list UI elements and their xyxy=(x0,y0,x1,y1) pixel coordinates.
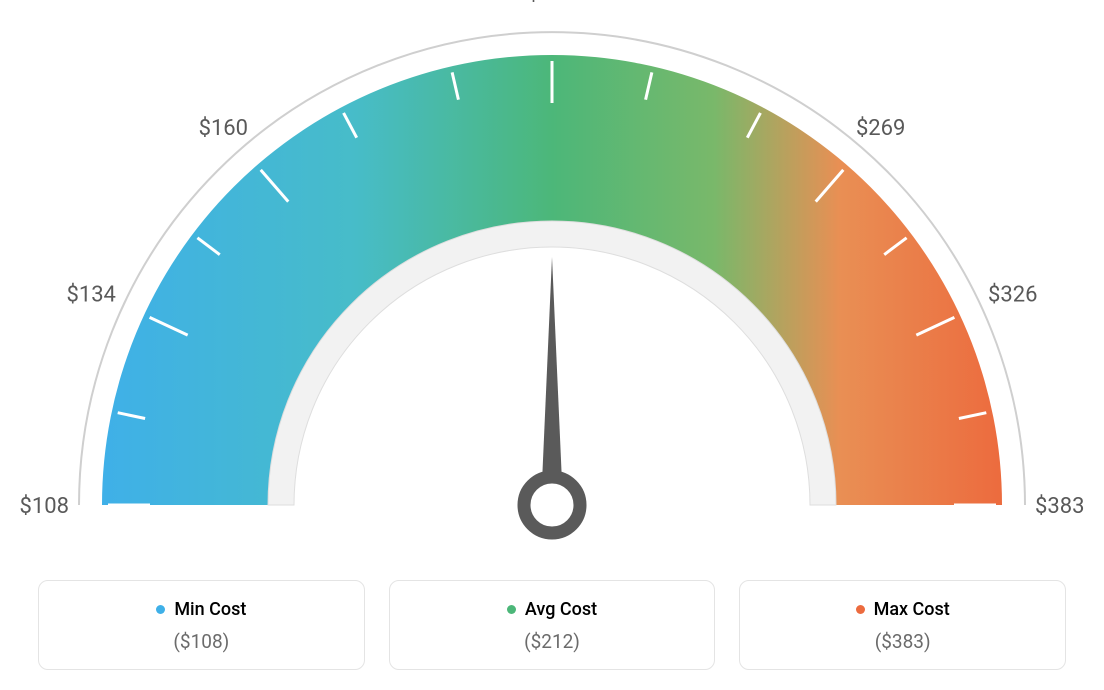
legend-card-min: Min Cost ($108) xyxy=(38,580,365,670)
legend-label-text: Avg Cost xyxy=(525,599,597,620)
svg-text:$134: $134 xyxy=(66,282,115,307)
gauge-svg: $108 $134 $160 $212 $269 $326 $383 xyxy=(0,0,1104,560)
legend-dot-avg xyxy=(507,605,516,614)
legend-value-avg: ($212) xyxy=(390,630,715,653)
legend-row: Min Cost ($108) Avg Cost ($212) Max Cost… xyxy=(0,580,1104,670)
legend-label-text: Min Cost xyxy=(174,599,246,620)
legend-card-avg: Avg Cost ($212) xyxy=(389,580,716,670)
svg-text:$326: $326 xyxy=(988,282,1037,307)
svg-text:$160: $160 xyxy=(199,116,248,141)
svg-text:$108: $108 xyxy=(20,494,69,519)
legend-card-max: Max Cost ($383) xyxy=(739,580,1066,670)
cost-gauge-chart: $108 $134 $160 $212 $269 $326 $383 xyxy=(0,0,1104,560)
svg-text:$269: $269 xyxy=(856,116,905,141)
legend-label-min: Min Cost xyxy=(156,599,246,620)
legend-dot-max xyxy=(856,605,865,614)
legend-label-max: Max Cost xyxy=(856,599,950,620)
legend-value-max: ($383) xyxy=(740,630,1065,653)
svg-text:$212: $212 xyxy=(527,0,576,6)
legend-value-min: ($108) xyxy=(39,630,364,653)
svg-text:$383: $383 xyxy=(1035,494,1084,519)
legend-label-text: Max Cost xyxy=(874,599,950,620)
legend-label-avg: Avg Cost xyxy=(507,599,597,620)
legend-dot-min xyxy=(156,605,165,614)
